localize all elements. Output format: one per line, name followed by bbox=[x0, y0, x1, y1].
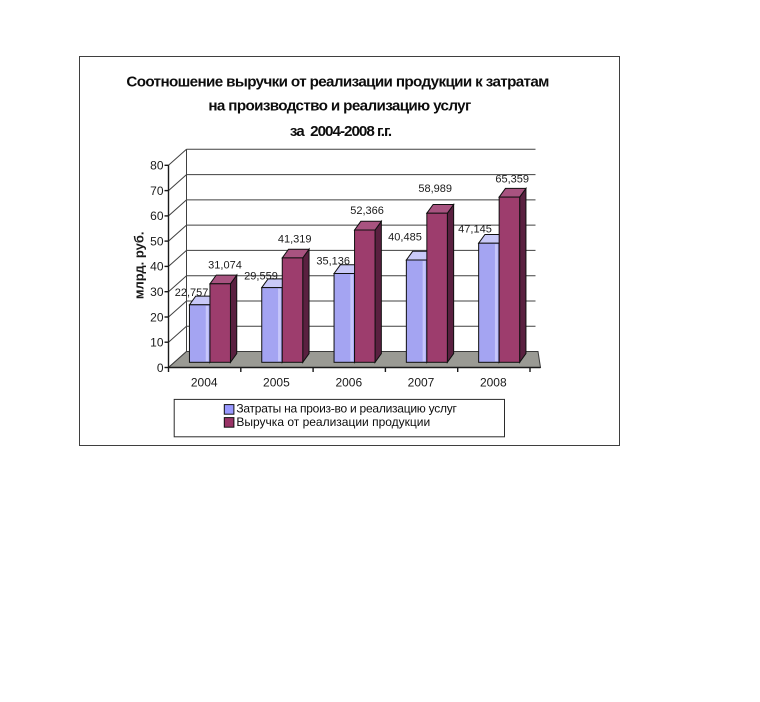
svg-text:35,136: 35,136 bbox=[316, 256, 350, 268]
svg-text:млрд. руб.: млрд. руб. bbox=[132, 231, 147, 299]
svg-text:Соотношение выручки от реализа: Соотношение выручки от реализации продук… bbox=[126, 74, 549, 91]
svg-text:50: 50 bbox=[150, 234, 164, 248]
svg-text:30: 30 bbox=[150, 285, 164, 299]
svg-text:29,559: 29,559 bbox=[244, 270, 278, 282]
svg-text:Затраты на произ-во и реализац: Затраты на произ-во и реализацию услуг bbox=[236, 401, 457, 415]
svg-text:58,989: 58,989 bbox=[418, 183, 452, 195]
svg-text:0: 0 bbox=[157, 361, 164, 375]
svg-text:60: 60 bbox=[150, 209, 164, 223]
svg-text:52,366: 52,366 bbox=[350, 205, 384, 217]
svg-text:41,319: 41,319 bbox=[278, 233, 312, 245]
svg-text:2004: 2004 bbox=[191, 376, 218, 390]
svg-text:22,757: 22,757 bbox=[175, 287, 209, 299]
svg-text:на производство и реализацию у: на производство и реализацию услуг bbox=[208, 98, 471, 115]
svg-text:65,359: 65,359 bbox=[495, 174, 529, 186]
svg-text:40,485: 40,485 bbox=[388, 231, 422, 243]
svg-text:47,145: 47,145 bbox=[458, 224, 492, 236]
svg-text:80: 80 bbox=[150, 159, 164, 173]
svg-text:2006: 2006 bbox=[335, 376, 362, 390]
svg-text:70: 70 bbox=[150, 184, 164, 198]
svg-text:31,074: 31,074 bbox=[208, 260, 242, 272]
svg-text:40: 40 bbox=[150, 260, 164, 274]
svg-text:20: 20 bbox=[150, 310, 164, 324]
svg-text:2008: 2008 bbox=[480, 376, 507, 390]
svg-text:10: 10 bbox=[150, 336, 164, 350]
svg-text:2007: 2007 bbox=[408, 376, 435, 390]
svg-text:за 2004-2008 г.г.: за 2004-2008 г.г. bbox=[290, 123, 392, 140]
svg-text:Выручка от реализации продукци: Выручка от реализации продукции bbox=[236, 415, 430, 429]
svg-text:2005: 2005 bbox=[263, 376, 290, 390]
